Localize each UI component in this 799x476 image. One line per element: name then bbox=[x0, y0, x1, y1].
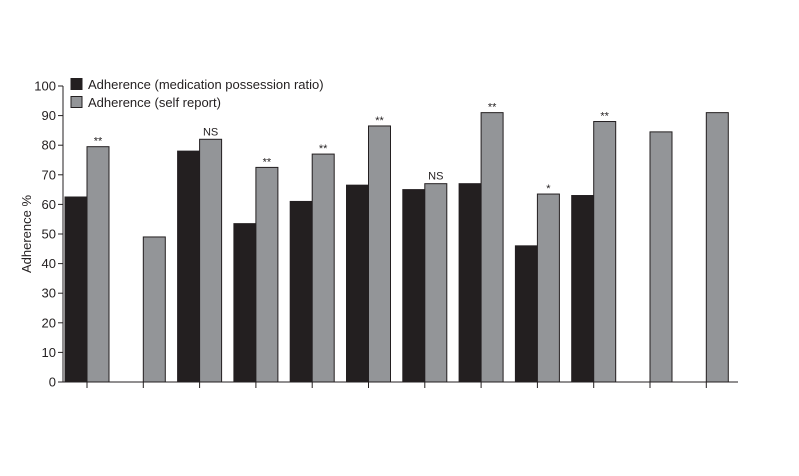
y-axis: 0 10 20 30 40 50 60 70 80 90 100 bbox=[34, 79, 64, 390]
bar-self-report bbox=[480, 112, 504, 383]
significance-label: ** bbox=[263, 156, 272, 168]
y-tick-label: 60 bbox=[42, 197, 56, 212]
bar-medication-possession-ratio bbox=[289, 200, 313, 383]
bar-self-report bbox=[593, 121, 617, 383]
y-axis-title: Adherence % bbox=[19, 195, 34, 273]
y-tick-label: 90 bbox=[42, 108, 56, 123]
y-tick-label: 20 bbox=[42, 315, 56, 330]
significance-label: NS bbox=[428, 171, 443, 183]
significance-label: ** bbox=[375, 115, 384, 127]
legend-label: Adherence (self report) bbox=[88, 95, 221, 110]
significance-label: ** bbox=[600, 111, 609, 123]
significance-label: ** bbox=[319, 143, 328, 155]
bar-self-report bbox=[368, 125, 391, 383]
y-tick-label: 30 bbox=[42, 286, 56, 301]
y-tick-label: 80 bbox=[42, 138, 56, 153]
y-tick-label: 70 bbox=[42, 167, 56, 182]
bar-self-report bbox=[311, 153, 335, 383]
bar-medication-possession-ratio bbox=[233, 223, 257, 383]
bar-medication-possession-ratio bbox=[571, 195, 595, 383]
significance-label: ** bbox=[94, 136, 103, 148]
y-tick-label: 50 bbox=[42, 227, 56, 242]
bar-self-report bbox=[255, 166, 279, 383]
bar-medication-possession-ratio bbox=[346, 184, 369, 383]
bar-medication-possession-ratio bbox=[458, 183, 482, 383]
bar-self-report bbox=[199, 138, 223, 383]
y-tick-label: 10 bbox=[42, 345, 56, 360]
bar-medication-possession-ratio bbox=[64, 196, 88, 383]
bar-self-report bbox=[536, 193, 560, 383]
legend-swatch bbox=[70, 78, 83, 90]
bar-medication-possession-ratio bbox=[177, 150, 201, 383]
significance-label: * bbox=[546, 183, 551, 195]
x-axis bbox=[63, 381, 738, 388]
significance-label: ** bbox=[488, 102, 497, 114]
bar-medication-possession-ratio bbox=[402, 189, 426, 383]
y-tick-label: 100 bbox=[34, 79, 56, 94]
significance-label: NS bbox=[203, 126, 218, 138]
legend-swatch bbox=[70, 96, 83, 108]
legend-label: Adherence (medication possession ratio) bbox=[88, 77, 324, 92]
y-tick-label: 40 bbox=[42, 256, 56, 271]
bar-self-report bbox=[142, 236, 166, 383]
bar-medication-possession-ratio bbox=[514, 245, 538, 383]
bar-self-report bbox=[705, 112, 729, 383]
y-tick-label: 0 bbox=[49, 375, 56, 390]
legend: Adherence (medication possession ratio) A… bbox=[70, 77, 324, 110]
bar-self-report bbox=[649, 131, 673, 383]
bar-self-report bbox=[424, 183, 448, 383]
significance-labels: **NS******NS***** bbox=[94, 102, 610, 195]
bars bbox=[64, 112, 729, 383]
bar-self-report bbox=[86, 146, 110, 383]
